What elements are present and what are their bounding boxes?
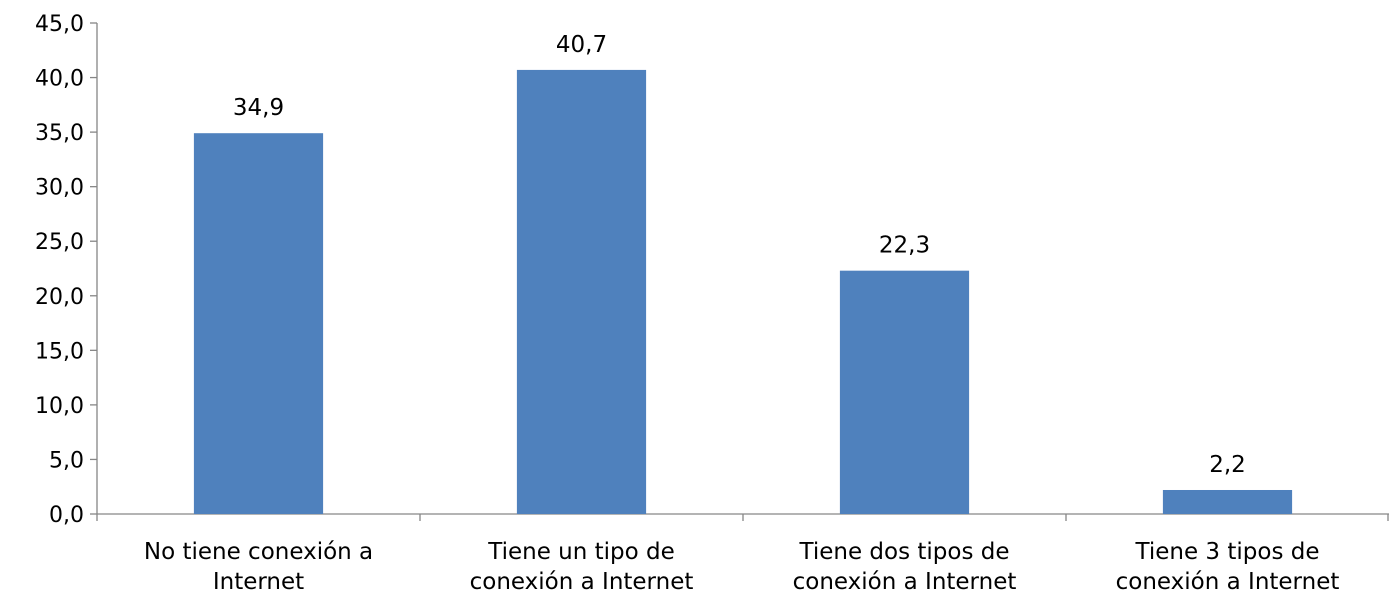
y-tick-label: 10,0 bbox=[35, 394, 84, 419]
y-tick-label: 35,0 bbox=[35, 121, 84, 146]
data-label: 2,2 bbox=[1209, 452, 1246, 478]
bar bbox=[516, 69, 647, 514]
data-label: 22,3 bbox=[879, 233, 930, 259]
category-label: Tiene 3 tipos de conexión a Internet bbox=[1116, 539, 1340, 594]
bar bbox=[1162, 489, 1293, 514]
bar bbox=[839, 270, 970, 514]
y-tick-label: 30,0 bbox=[35, 176, 84, 201]
y-tick-label: 45,0 bbox=[35, 12, 84, 37]
y-tick-label: 40,0 bbox=[35, 67, 84, 92]
y-tick-label: 0,0 bbox=[49, 503, 84, 528]
data-labels: 34,9 40,7 22,3 2,2 bbox=[233, 32, 1246, 478]
category-label: Tiene dos tipos de conexión a Internet bbox=[793, 539, 1017, 594]
data-label: 34,9 bbox=[233, 95, 284, 121]
y-tick-label: 15,0 bbox=[35, 339, 84, 364]
y-axis: 0,0 5,0 10,0 15,0 20,0 25,0 30,0 35,0 40,0 45,0 bbox=[35, 12, 98, 528]
category-label: Tiene un tipo de conexión a Internet bbox=[470, 539, 694, 594]
y-tick-label: 20,0 bbox=[35, 285, 84, 310]
x-axis bbox=[96, 513, 1389, 521]
y-tick-label: 25,0 bbox=[35, 230, 84, 255]
category-labels: No tiene conexión a Internet Tiene un tipo… bbox=[144, 539, 1340, 594]
bar bbox=[193, 133, 324, 515]
bars bbox=[193, 69, 1293, 515]
category-label: No tiene conexión a Internet bbox=[144, 539, 373, 594]
y-tick-label: 5,0 bbox=[49, 448, 84, 473]
data-label: 40,7 bbox=[556, 32, 607, 58]
